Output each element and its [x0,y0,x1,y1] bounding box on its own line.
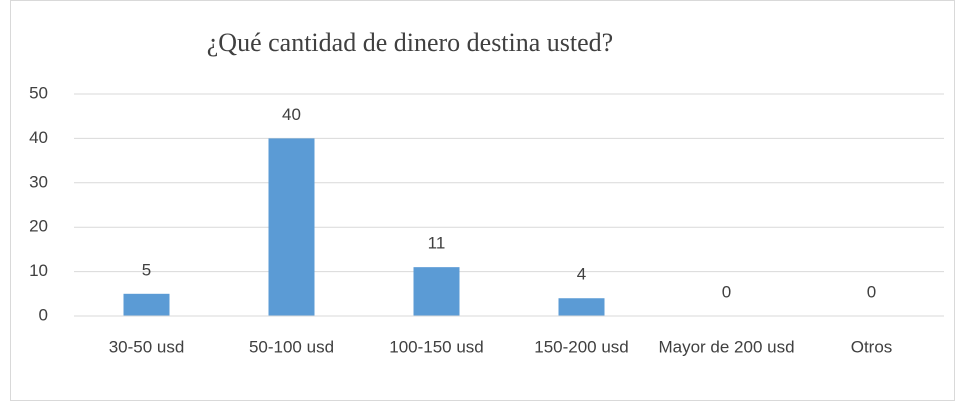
bar [268,138,315,316]
x-tick-label: Mayor de 200 usd [658,337,794,356]
y-tick-label: 20 [29,217,48,236]
bar [123,293,170,316]
y-tick-label: 50 [29,83,48,102]
y-tick-label: 0 [39,305,48,324]
bar [558,298,605,316]
data-label: 40 [282,105,301,124]
x-tick-label: 50-100 usd [249,337,334,356]
chart-border [10,0,955,401]
data-label: 0 [867,282,876,301]
chart-title: ¿Qué cantidad de dinero destina usted? [207,28,613,57]
data-label: 4 [577,265,586,284]
data-label: 5 [142,260,151,279]
data-label: 11 [428,234,446,253]
x-tick-label: 100-150 usd [389,337,484,356]
y-tick-label: 30 [29,172,48,191]
data-label: 0 [722,282,731,301]
y-tick-label: 40 [29,128,48,147]
x-tick-label: 150-200 usd [534,337,629,356]
x-tick-label: 30-50 usd [109,337,185,356]
x-tick-label: Otros [851,337,893,356]
y-tick-label: 10 [29,261,48,280]
bar [413,267,460,316]
